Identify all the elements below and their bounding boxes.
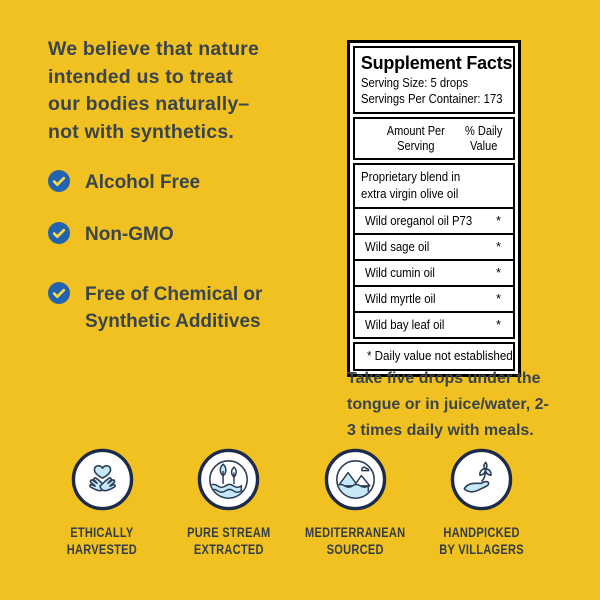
badge-ethically-harvested: ETHICALLY HARVESTED: [42, 448, 162, 558]
checklist-label: Free of Chemical or Synthetic Additives: [85, 284, 263, 332]
ingredient-name: Wild myrtle oil: [365, 291, 436, 306]
ingredient-row: Wild oreganol oil P73 *: [355, 209, 513, 235]
facts-column-headers: Amount Per Serving % Daily Value: [353, 117, 515, 160]
feature-badges: ETHICALLY HARVESTED PURE STREAM EXTRACTE…: [42, 448, 542, 558]
usage-directions: Take five drops under the tongue or in j…: [347, 370, 549, 439]
ingredient-name: Wild oreganol oil P73: [365, 213, 473, 228]
facts-serving-section: Supplement Facts Serving Size: 5 drops S…: [353, 46, 515, 114]
badge-label: HANDPICKED BY VILLAGERS: [439, 525, 525, 557]
checklist-item-no-additives: Free of Chemical or Synthetic Additives: [48, 281, 328, 335]
serving-size: Serving Size: 5 drops: [361, 75, 469, 90]
badge-label: ETHICALLY HARVESTED: [66, 525, 138, 557]
ingredient-daily-value: *: [495, 265, 501, 280]
checklist-item-non-gmo: Non-GMO: [48, 221, 328, 248]
intro-heading: We believe that nature intended us to tr…: [48, 38, 260, 143]
badge-handpicked-by-villagers: HANDPICKED BY VILLAGERS: [422, 448, 542, 558]
ingredient-name: Wild bay leaf oil: [365, 317, 445, 332]
ingredient-daily-value: *: [495, 291, 501, 306]
ingredient-row: Wild sage oil *: [355, 235, 513, 261]
servings-per-container: Servings Per Container: 173: [361, 91, 503, 106]
ingredient-name: Wild cumin oil: [365, 265, 435, 280]
ingredient-daily-value: *: [495, 239, 501, 254]
ingredient-name: Wild sage oil: [365, 239, 430, 254]
ingredient-row: Wild myrtle oil *: [355, 287, 513, 313]
check-icon: [48, 222, 70, 244]
badge-label: PURE STREAM EXTRACTED: [187, 525, 271, 557]
badge-pure-stream-extracted: PURE STREAM EXTRACTED: [169, 448, 289, 558]
hand-sprout-icon: [451, 448, 513, 511]
facts-ingredients-section: Proprietary blend in extra virgin olive …: [353, 163, 515, 339]
checklist-label: Alcohol Free: [85, 172, 201, 193]
supplement-facts-panel: Supplement Facts Serving Size: 5 drops S…: [347, 40, 521, 377]
badge-label: MEDITERRANEAN SOURCED: [305, 525, 406, 557]
checklist-label: Non-GMO: [85, 224, 174, 245]
ingredient-daily-value: *: [495, 317, 501, 332]
check-icon: [48, 170, 70, 192]
check-icon: [48, 282, 70, 304]
proprietary-blend-label: Proprietary blend in extra virgin olive …: [355, 165, 513, 209]
benefits-checklist: Alcohol Free Non-GMO Free of Chemical or…: [48, 169, 328, 335]
trees-water-icon: [197, 448, 260, 511]
hands-heart-icon: [71, 448, 133, 511]
badge-mediterranean-sourced: MEDITERRANEAN SOURCED: [295, 448, 415, 558]
ingredient-row: Wild cumin oil *: [355, 261, 513, 287]
checklist-item-alcohol-free: Alcohol Free: [48, 169, 328, 196]
ingredient-daily-value: *: [495, 213, 501, 228]
mountains-icon: [324, 448, 387, 511]
facts-footnote: * Daily value not established: [353, 342, 515, 371]
facts-title: Supplement Facts: [360, 52, 513, 73]
ingredient-row: Wild bay leaf oil *: [355, 313, 513, 337]
daily-value-header: % Daily Value: [464, 123, 502, 153]
intro-section: We believe that nature intended us to tr…: [48, 36, 328, 335]
amount-per-serving-header: Amount Per Serving: [386, 123, 445, 153]
